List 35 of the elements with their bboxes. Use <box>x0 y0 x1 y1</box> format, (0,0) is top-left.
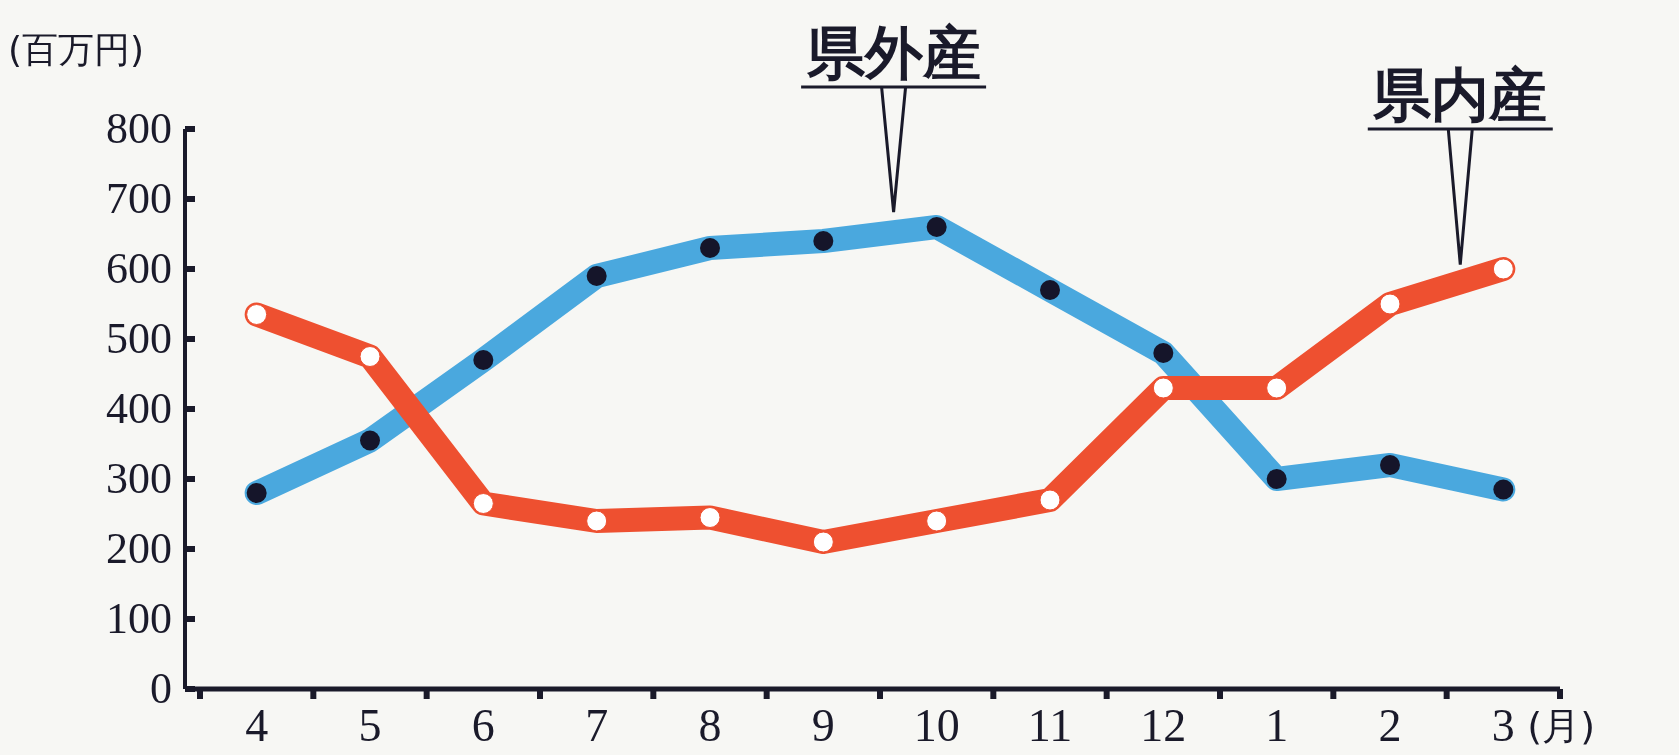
x-tick-label: 4 <box>245 700 269 751</box>
point <box>359 346 381 367</box>
point <box>1492 258 1514 280</box>
point <box>1152 377 1174 399</box>
y-tick-label: 100 <box>106 594 172 643</box>
y-tick-label: 200 <box>106 524 172 573</box>
y-tick-label: 300 <box>106 454 172 503</box>
y-tick-label: 400 <box>106 384 172 433</box>
y-tick-label: 700 <box>106 174 172 223</box>
point <box>699 507 721 528</box>
y-tick-label: 600 <box>106 244 172 293</box>
point <box>926 510 948 532</box>
x-tick-label: 1 <box>1265 700 1289 751</box>
x-tick-label: 5 <box>358 700 382 751</box>
point <box>246 304 268 325</box>
point <box>472 493 494 514</box>
x-tick-label: 10 <box>913 700 960 751</box>
x-tick-label: 7 <box>585 700 609 751</box>
point <box>1266 377 1288 399</box>
x-axis-title: (月) <box>1527 704 1595 748</box>
point <box>586 510 608 532</box>
x-tick-label: 6 <box>471 700 495 751</box>
y-tick-label: 800 <box>106 104 172 153</box>
point <box>812 531 834 553</box>
x-tick-label: 11 <box>1027 700 1073 751</box>
x-tick-label: 12 <box>1140 700 1187 751</box>
point <box>1379 293 1401 315</box>
x-tick-label: 8 <box>698 700 722 751</box>
x-tick-label: 9 <box>811 700 835 751</box>
y-tick-label: 500 <box>106 314 172 363</box>
y-tick-label: 0 <box>150 664 172 713</box>
x-tick-label: 3 <box>1491 700 1515 751</box>
point <box>1039 489 1061 511</box>
x-tick-label: 2 <box>1378 700 1402 751</box>
y-axis-title: (百万円) <box>8 29 145 70</box>
